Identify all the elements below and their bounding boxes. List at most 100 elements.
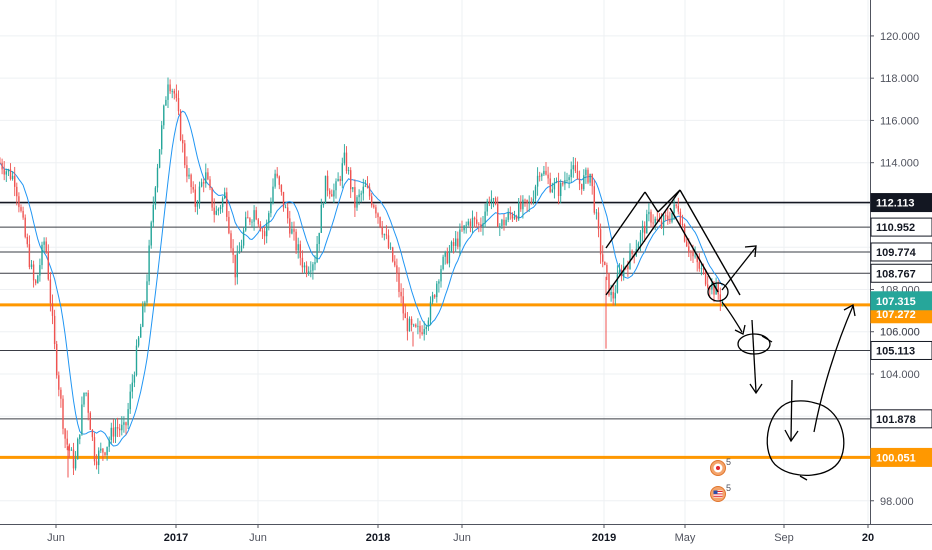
- candle-body: [85, 392, 87, 394]
- candle-body: [581, 183, 583, 190]
- candle-body: [209, 179, 211, 188]
- candle-body: [163, 105, 165, 126]
- candle-body: [169, 84, 171, 92]
- candle-body: [297, 244, 299, 251]
- candle-body: [471, 217, 474, 227]
- candle-body: [100, 448, 102, 451]
- candle-body: [707, 284, 709, 288]
- candle-body: [375, 207, 377, 214]
- candle-body: [499, 225, 501, 227]
- candle-body: [131, 382, 133, 392]
- candle-body: [104, 452, 106, 455]
- candle-body: [83, 392, 85, 405]
- candle-body: [266, 222, 268, 237]
- candle-body: [24, 217, 26, 237]
- candle-body: [360, 193, 362, 195]
- candle-body: [135, 345, 138, 376]
- candle-body: [534, 186, 537, 199]
- candle-body: [196, 203, 199, 207]
- svg-text:100.051: 100.051: [876, 452, 916, 464]
- level-price-label: 105.113: [870, 340, 932, 360]
- candle-body: [446, 251, 448, 264]
- channel-line[interactable]: [669, 207, 719, 293]
- candle-body: [444, 251, 446, 257]
- candle-body: [22, 210, 24, 218]
- candle-body: [392, 247, 394, 262]
- candle-body: [284, 207, 287, 209]
- candle-body: [383, 234, 385, 236]
- candle-body: [711, 282, 713, 290]
- candle-body: [415, 324, 417, 327]
- candle-body: [576, 170, 579, 180]
- candle-body: [627, 266, 629, 270]
- candle-body: [717, 283, 719, 295]
- candle-body: [251, 221, 253, 223]
- candle-body: [442, 256, 444, 270]
- channel-line[interactable]: [644, 189, 681, 241]
- candle-body: [379, 217, 381, 227]
- candle-body: [358, 194, 360, 198]
- candle-body: [389, 247, 392, 249]
- candle-body: [394, 261, 396, 266]
- candle-body: [431, 295, 434, 302]
- candle-body: [211, 187, 213, 208]
- time-axis[interactable]: Jun 2017 Jun 2018 Jun 2019 May Sep 20: [0, 524, 932, 550]
- candle-body: [272, 186, 274, 204]
- trend-drawings[interactable]: [605, 189, 856, 481]
- candle-body: [555, 181, 558, 183]
- channel-line[interactable]: [605, 191, 646, 249]
- candle-body: [68, 444, 70, 451]
- candle-body: [219, 207, 222, 209]
- candle-body: [347, 170, 350, 171]
- candle-body: [497, 204, 499, 227]
- arrow-down[interactable]: [751, 319, 757, 393]
- svg-text:109.774: 109.774: [876, 247, 917, 259]
- candle-body: [427, 320, 430, 327]
- candle-body: [318, 232, 320, 244]
- channel-line[interactable]: [657, 189, 681, 213]
- candle-body: [652, 222, 654, 224]
- circle-mark[interactable]: [707, 282, 729, 302]
- candle-body: [595, 212, 598, 214]
- candle-body: [396, 265, 398, 274]
- candle-body: [114, 427, 117, 437]
- arrow-down[interactable]: [721, 301, 743, 333]
- channel-line[interactable]: [679, 189, 741, 296]
- candle-body: [102, 448, 104, 453]
- candle-body: [301, 257, 304, 268]
- candle-body: [320, 204, 322, 233]
- circle-mark[interactable]: [766, 400, 845, 477]
- candle-body: [74, 459, 77, 469]
- price-candles: [0, 77, 724, 478]
- candle-body: [173, 90, 175, 94]
- candle-body: [406, 318, 409, 332]
- arrow-down[interactable]: [790, 379, 793, 441]
- price-tick-label: 106.000: [880, 327, 920, 339]
- arrow-up[interactable]: [721, 246, 757, 291]
- us-flag-icon[interactable]: 5: [710, 483, 732, 502]
- candle-body: [371, 196, 373, 206]
- candle-body: [410, 318, 413, 326]
- candle-body: [492, 198, 495, 200]
- candle-body: [448, 251, 451, 264]
- event-markers[interactable]: 55: [710, 457, 732, 502]
- arrow-up[interactable]: [813, 305, 854, 433]
- level-labels: 112.113 110.952 109.774 108.767 107.272 105.1…: [870, 193, 932, 467]
- candle-body: [331, 194, 333, 197]
- candle-body: [616, 274, 619, 293]
- time-tick-label: Sep: [774, 532, 794, 544]
- candle-body: [709, 287, 711, 290]
- candle-body: [568, 177, 570, 180]
- candle-body: [274, 173, 276, 187]
- candle-body: [639, 232, 642, 244]
- jp-flag-icon[interactable]: 5: [710, 457, 732, 476]
- candle-body: [423, 329, 425, 335]
- channel-line[interactable]: [644, 191, 659, 213]
- svg-text:112.113: 112.113: [876, 198, 915, 210]
- candle-body: [368, 187, 371, 197]
- candle-body: [543, 170, 545, 175]
- candle-body: [270, 203, 272, 214]
- channel-line[interactable]: [605, 239, 646, 296]
- candle-body: [299, 244, 301, 258]
